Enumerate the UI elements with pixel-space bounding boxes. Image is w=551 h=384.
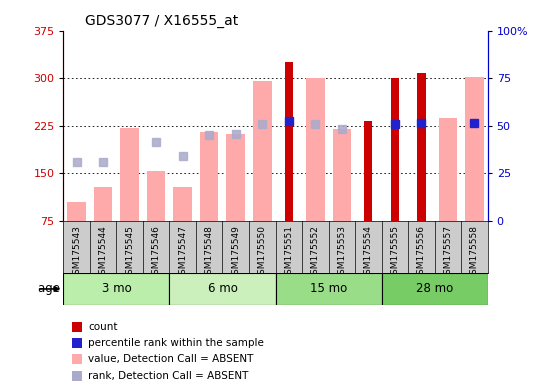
Text: GSM175558: GSM175558 bbox=[470, 225, 479, 280]
Text: 15 mo: 15 mo bbox=[310, 283, 347, 295]
Text: GSM175545: GSM175545 bbox=[125, 225, 134, 280]
Text: GSM175554: GSM175554 bbox=[364, 225, 373, 280]
Bar bbox=[170, 273, 276, 305]
Bar bbox=[332, 129, 351, 221]
Bar bbox=[63, 273, 170, 305]
Bar bbox=[94, 187, 112, 221]
Text: GSM175550: GSM175550 bbox=[258, 225, 267, 280]
Text: GSM175557: GSM175557 bbox=[444, 225, 452, 280]
Text: GSM175546: GSM175546 bbox=[152, 225, 161, 280]
Bar bbox=[67, 202, 86, 221]
Bar bbox=[465, 77, 484, 221]
Bar bbox=[284, 62, 293, 221]
Text: GSM175555: GSM175555 bbox=[390, 225, 399, 280]
Text: value, Detection Call = ABSENT: value, Detection Call = ABSENT bbox=[88, 354, 253, 364]
Bar bbox=[147, 171, 165, 221]
Text: GSM175549: GSM175549 bbox=[231, 225, 240, 280]
Text: GSM175543: GSM175543 bbox=[72, 225, 81, 280]
Text: percentile rank within the sample: percentile rank within the sample bbox=[88, 338, 264, 348]
Text: GSM175548: GSM175548 bbox=[205, 225, 214, 280]
Bar bbox=[120, 127, 139, 221]
Bar bbox=[391, 78, 399, 221]
Bar bbox=[276, 273, 381, 305]
Text: GSM175544: GSM175544 bbox=[99, 225, 107, 280]
Text: count: count bbox=[88, 322, 118, 332]
Text: 3 mo: 3 mo bbox=[101, 283, 131, 295]
Text: GSM175556: GSM175556 bbox=[417, 225, 426, 280]
Bar bbox=[364, 121, 372, 221]
Text: GSM175551: GSM175551 bbox=[284, 225, 293, 280]
Text: 28 mo: 28 mo bbox=[416, 283, 453, 295]
Bar bbox=[226, 134, 245, 221]
Text: 6 mo: 6 mo bbox=[208, 283, 237, 295]
Text: GSM175552: GSM175552 bbox=[311, 225, 320, 280]
Bar bbox=[306, 78, 325, 221]
Bar bbox=[174, 187, 192, 221]
Bar bbox=[439, 118, 457, 221]
Bar bbox=[253, 81, 272, 221]
Text: age: age bbox=[37, 283, 63, 295]
Text: rank, Detection Call = ABSENT: rank, Detection Call = ABSENT bbox=[88, 371, 249, 381]
Bar bbox=[417, 73, 425, 221]
Bar bbox=[200, 132, 219, 221]
Text: GSM175553: GSM175553 bbox=[337, 225, 346, 280]
Text: GSM175547: GSM175547 bbox=[178, 225, 187, 280]
Bar bbox=[381, 273, 488, 305]
Text: GDS3077 / X16555_at: GDS3077 / X16555_at bbox=[84, 14, 238, 28]
